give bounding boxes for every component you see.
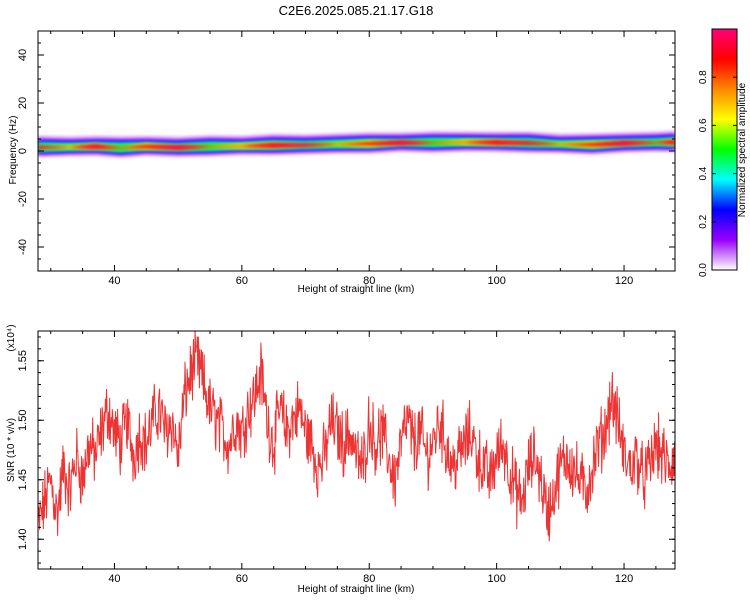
- colorbar-frame: [711, 28, 738, 271]
- snr-ytick-label: 1.50: [17, 410, 29, 431]
- spectrogram-ytick-label: 40: [17, 49, 29, 61]
- spectrogram-xlabel: Height of straight line (km): [298, 284, 415, 295]
- snr-ytick-label: 1.55: [17, 350, 29, 371]
- snr-xtick-label: 40: [108, 573, 120, 585]
- snr-panel: 40 60 80 100 120 1.40 1.45 1.50 1.55 Height of s…: [6, 324, 676, 595]
- spectrogram-xtick-label: 60: [236, 275, 248, 287]
- snr-ytick-label: 1.45: [17, 469, 29, 490]
- snr-frame: [37, 330, 676, 570]
- spectrogram-ylabel: Frequency (Hz): [8, 116, 19, 185]
- spectrogram-panel: 40 60 80 100 120 40 20 0 -20 -40 Height of straig…: [8, 30, 676, 295]
- snr-ytick-label: 1.40: [17, 529, 29, 550]
- spectrogram-band: [38, 130, 675, 158]
- colorbar-ticks: 0.0 0.2 0.4 0.6 0.8: [698, 70, 737, 277]
- spectrogram-band-core: [38, 141, 675, 150]
- snr-axes: 40 60 80 100 120 1.40 1.45 1.50 1.55: [17, 331, 675, 585]
- spectrogram-xtick-label: 80: [363, 275, 375, 287]
- snr-xtick-label: 100: [487, 573, 505, 585]
- spectrogram-ytick-label: -20: [17, 191, 29, 207]
- snr-xtick-label: 60: [236, 573, 248, 585]
- spectrogram-xtick-label: 120: [615, 275, 633, 287]
- spectrogram-ytick-label: 20: [17, 97, 29, 109]
- snr-xlabel: Height of straight line (km): [298, 584, 415, 595]
- snr-scale-label: (x10⁴): [6, 324, 17, 351]
- snr-xtick-label: 120: [615, 573, 633, 585]
- colorbar-tick-label: 0.8: [698, 70, 709, 84]
- spectrogram-ytick-label: -40: [17, 239, 29, 255]
- snr-series-line: [38, 331, 675, 542]
- colorbar: 0.0 0.2 0.4 0.6 0.8 Normalized spectral ampl…: [698, 28, 748, 277]
- figure-title: C2E6.2025.085.21.17.G18: [279, 3, 434, 18]
- spectrogram-axes: 40 60 80 100 120 40 20 0 -20 -40: [17, 30, 675, 287]
- colorbar-tick-label: 0.2: [698, 214, 709, 228]
- snr-xtick-label: 80: [363, 573, 375, 585]
- spectrogram-ytick-label: 0: [17, 148, 29, 154]
- spectrogram-xtick-label: 100: [487, 275, 505, 287]
- snr-ylabel: SNR (10 * v/v): [6, 418, 17, 482]
- colorbar-label: Normalized spectral amplitude: [737, 82, 748, 217]
- spectrogram-xtick-label: 40: [108, 275, 120, 287]
- colorbar-tick-label: 0.6: [698, 118, 709, 132]
- colorbar-tick-label: 0.0: [698, 263, 709, 277]
- colorbar-fill: [712, 29, 737, 270]
- colorbar-tick-label: 0.4: [698, 166, 709, 180]
